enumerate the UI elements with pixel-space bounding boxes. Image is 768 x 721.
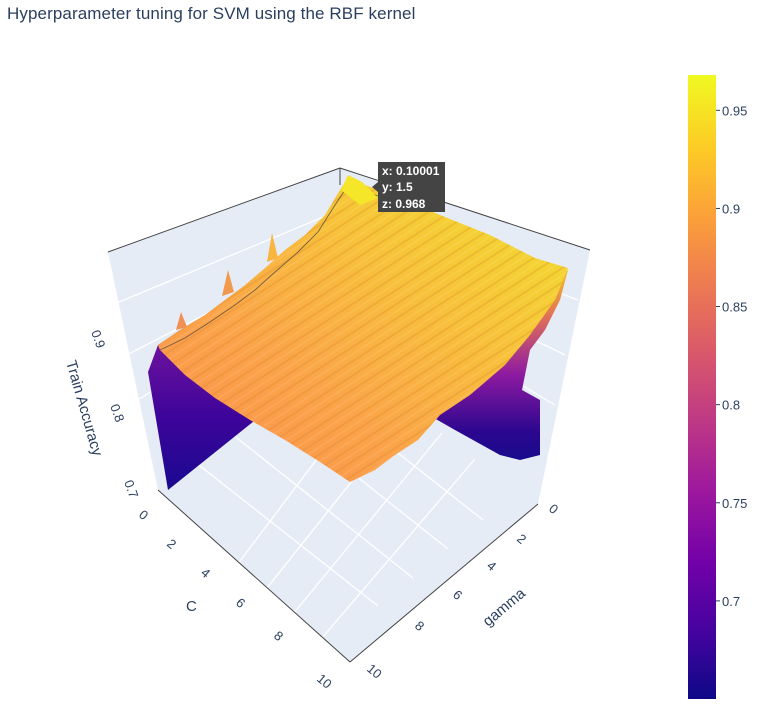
- surface-spike-3: [267, 233, 278, 262]
- floor-plane: [158, 352, 538, 662]
- colorbar-tick-label: 0.7: [722, 594, 740, 609]
- c-tick-label: 2: [164, 536, 179, 552]
- c-tick-label: 0: [136, 507, 151, 523]
- colorbar-ticks: 0.7 0.75 0.8 0.85 0.9 0.95: [716, 103, 747, 609]
- surface-spike-2: [222, 270, 234, 296]
- gamma-axis-title: gamma: [480, 584, 530, 630]
- gamma-tick-label: 6: [450, 587, 465, 603]
- c-tick-label: 6: [233, 595, 248, 611]
- c-tick-label: 8: [271, 628, 286, 644]
- hover-x: x: 0.10001: [382, 164, 440, 178]
- colorbar-tick-label: 0.95: [722, 103, 747, 118]
- colorbar-tick-label: 0.9: [722, 201, 740, 216]
- surface-ridges: [158, 185, 568, 482]
- c-tick-label: 10: [314, 671, 335, 692]
- z-axis-title: Train Accuracy: [62, 358, 106, 458]
- hover-z: z: 0.968: [382, 197, 426, 211]
- gamma-tick-label: 2: [514, 531, 529, 547]
- z-tick-label: 0.8: [107, 402, 127, 424]
- colorbar: [688, 75, 716, 699]
- gamma-tick-label: 10: [364, 661, 385, 682]
- c-axis-title: C: [186, 598, 197, 615]
- z-tick-label: 0.7: [121, 478, 141, 500]
- gamma-tick-label: 8: [412, 618, 427, 634]
- colorbar-tick-label: 0.8: [722, 398, 740, 413]
- gamma-tick-label: 4: [484, 558, 499, 574]
- colorbar-tick-label: 0.85: [722, 300, 747, 315]
- hover-tooltip: x: 0.10001 y: 1.5 z: 0.968: [372, 162, 445, 212]
- z-tick-label: 0.9: [88, 328, 108, 350]
- surface-spike-1: [176, 312, 187, 330]
- gamma-tick-label: 0: [546, 501, 561, 517]
- hover-y: y: 1.5: [382, 180, 413, 194]
- chart-title: Hyperparameter tuning for SVM using the …: [7, 4, 416, 23]
- surface-peak: [341, 175, 378, 205]
- colorbar-tick-label: 0.75: [722, 496, 747, 511]
- c-tick-label: 4: [198, 565, 213, 581]
- z-axis-ticks: 0.7 0.8 0.9: [88, 328, 141, 500]
